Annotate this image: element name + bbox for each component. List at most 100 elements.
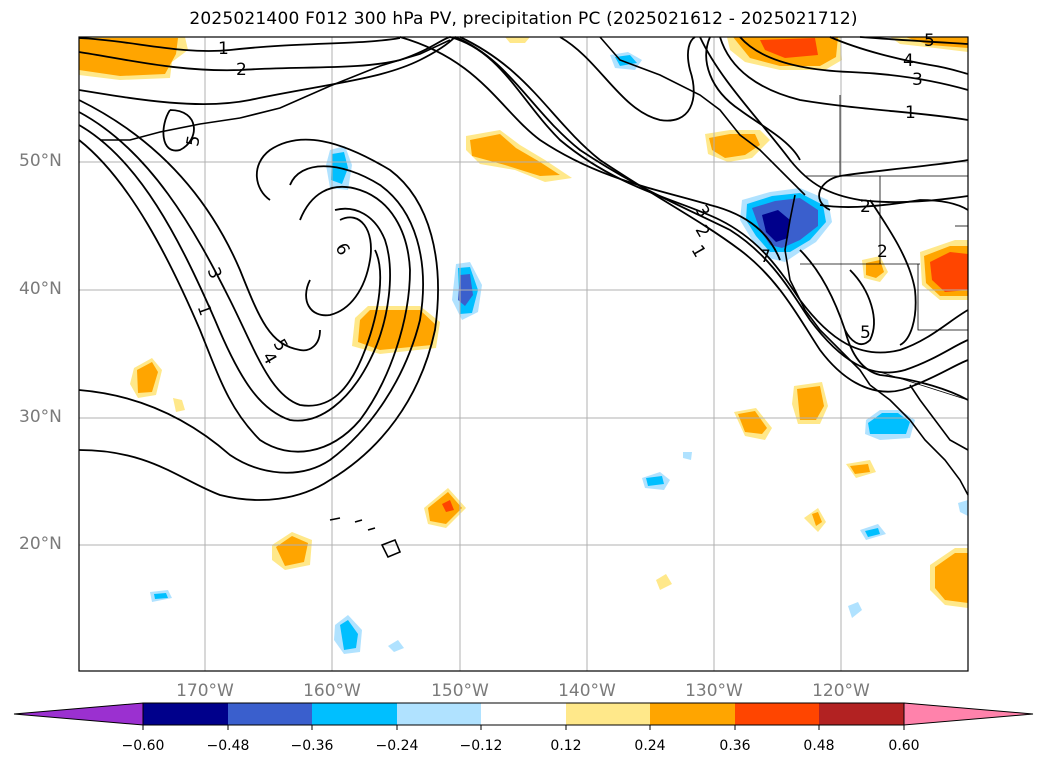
colorbar-frame xyxy=(142,702,905,726)
pv-contour-2-ridge xyxy=(454,36,969,374)
contour-label: 2 xyxy=(877,242,888,262)
precip-blob xyxy=(762,210,790,242)
precip-blob xyxy=(154,593,168,599)
lon-label-170w: 170°W xyxy=(176,681,234,701)
precip-blob xyxy=(505,37,530,43)
precip-blob xyxy=(358,310,436,350)
hawaii-islands xyxy=(329,517,402,559)
pv-contour-5-trough xyxy=(78,111,382,407)
precip-blob xyxy=(850,464,870,474)
precip-blob xyxy=(470,134,560,176)
aleutian-islands xyxy=(100,117,241,141)
lon-label-120w: 120°W xyxy=(812,681,870,701)
coastlines xyxy=(100,36,969,559)
precip-blob xyxy=(137,362,158,393)
precip-blob xyxy=(760,38,818,58)
colorbar-segment xyxy=(650,703,735,725)
colorbar-tick-label: 0.36 xyxy=(719,738,751,754)
colorbar-tick-label: 0.48 xyxy=(803,738,835,754)
contour-label: 7 xyxy=(760,247,771,267)
map-frame xyxy=(78,36,969,672)
pv-contour-2-trough xyxy=(78,165,424,474)
political-borders xyxy=(800,95,969,401)
contour-label: 6 xyxy=(331,240,354,259)
precip-blob xyxy=(866,260,884,278)
precip-blob xyxy=(683,452,692,460)
contour-label: 3 xyxy=(203,265,225,282)
colorbar-segment xyxy=(228,703,312,725)
colorbar-segment xyxy=(312,703,397,725)
lon-label-150w: 150°W xyxy=(431,681,489,701)
pv-contour-3-ridge xyxy=(449,36,969,354)
lon-label-140w: 140°W xyxy=(558,681,616,701)
colorbar-extend-low xyxy=(13,702,144,726)
precip-blob xyxy=(812,512,822,526)
precip-blob xyxy=(646,476,664,486)
precip-blob xyxy=(930,252,968,292)
map-title: 2025021400 F012 300 hPa PV, precipitatio… xyxy=(189,9,858,29)
pv-contour xyxy=(818,159,969,211)
pv-contour xyxy=(78,99,321,352)
contour-label: 2 xyxy=(691,222,714,241)
pv-contour xyxy=(78,36,456,106)
precip-blob xyxy=(79,38,178,76)
pv-contour xyxy=(705,36,801,161)
precip-blob xyxy=(958,500,968,516)
precip-blob xyxy=(388,640,404,652)
precip-blob xyxy=(276,536,308,566)
precip-blob xyxy=(615,55,637,66)
pv-contour xyxy=(162,109,195,152)
colorbar-tick-label: −0.24 xyxy=(375,738,419,754)
pv-contour-1 xyxy=(719,36,969,121)
pv-contour-3 xyxy=(739,36,969,91)
pv-contour-2 xyxy=(78,36,451,72)
precip-blob xyxy=(340,620,358,650)
bc-coast xyxy=(779,169,806,196)
pv-contour xyxy=(699,36,969,203)
precip-blob xyxy=(797,386,824,420)
mexico-coast xyxy=(909,384,969,451)
pv-contour xyxy=(869,199,917,346)
pv-contour-4-trough xyxy=(78,124,391,422)
contour-label: 5 xyxy=(860,323,871,343)
alaska-coast xyxy=(599,36,781,171)
pv-contours xyxy=(78,36,969,501)
pv-contour-1-trough xyxy=(78,138,439,501)
lon-label-130w: 130°W xyxy=(685,681,743,701)
colorbar-segment xyxy=(143,703,228,725)
pv-contour xyxy=(799,249,969,401)
pv-contour-5 xyxy=(844,269,875,345)
contour-label: 1 xyxy=(218,39,229,59)
contour-label: 2 xyxy=(236,60,247,80)
pv-contour-5 xyxy=(859,36,969,45)
colorbar-tick-label: 0.24 xyxy=(634,738,666,754)
contour-label: 5 xyxy=(183,134,205,148)
precip-blob xyxy=(738,411,767,434)
colorbar-tick-label: 0.12 xyxy=(550,738,582,754)
precip-blob xyxy=(935,553,968,603)
contour-label: 5 xyxy=(924,31,935,51)
pv-contour-6 xyxy=(305,216,372,317)
colorbar-extend-high xyxy=(903,702,1034,726)
colorbar-segment xyxy=(566,703,650,725)
colorbar xyxy=(13,702,1034,730)
colorbar-segment xyxy=(481,703,566,725)
graticule xyxy=(79,37,968,671)
precip-blob xyxy=(442,500,454,512)
colorbar-segment xyxy=(735,703,819,725)
precip-blob xyxy=(865,528,880,537)
lat-label-40n: 40°N xyxy=(19,279,62,299)
colorbar-tick-label: −0.12 xyxy=(459,738,503,754)
lat-label-50n: 50°N xyxy=(19,151,62,171)
us-mexico-border xyxy=(879,371,969,401)
colorbar-tick-label: −0.60 xyxy=(121,738,165,754)
pv-contour-4 xyxy=(829,36,969,75)
pv-contour-3-trough xyxy=(78,139,411,453)
pv-contour xyxy=(559,36,696,122)
contour-label: 1 xyxy=(687,242,710,261)
alaska-peninsula xyxy=(239,39,451,119)
baja-california xyxy=(869,384,969,496)
colorbar-tick-label: 0.60 xyxy=(888,738,920,754)
contour-label: 2 xyxy=(860,197,871,217)
